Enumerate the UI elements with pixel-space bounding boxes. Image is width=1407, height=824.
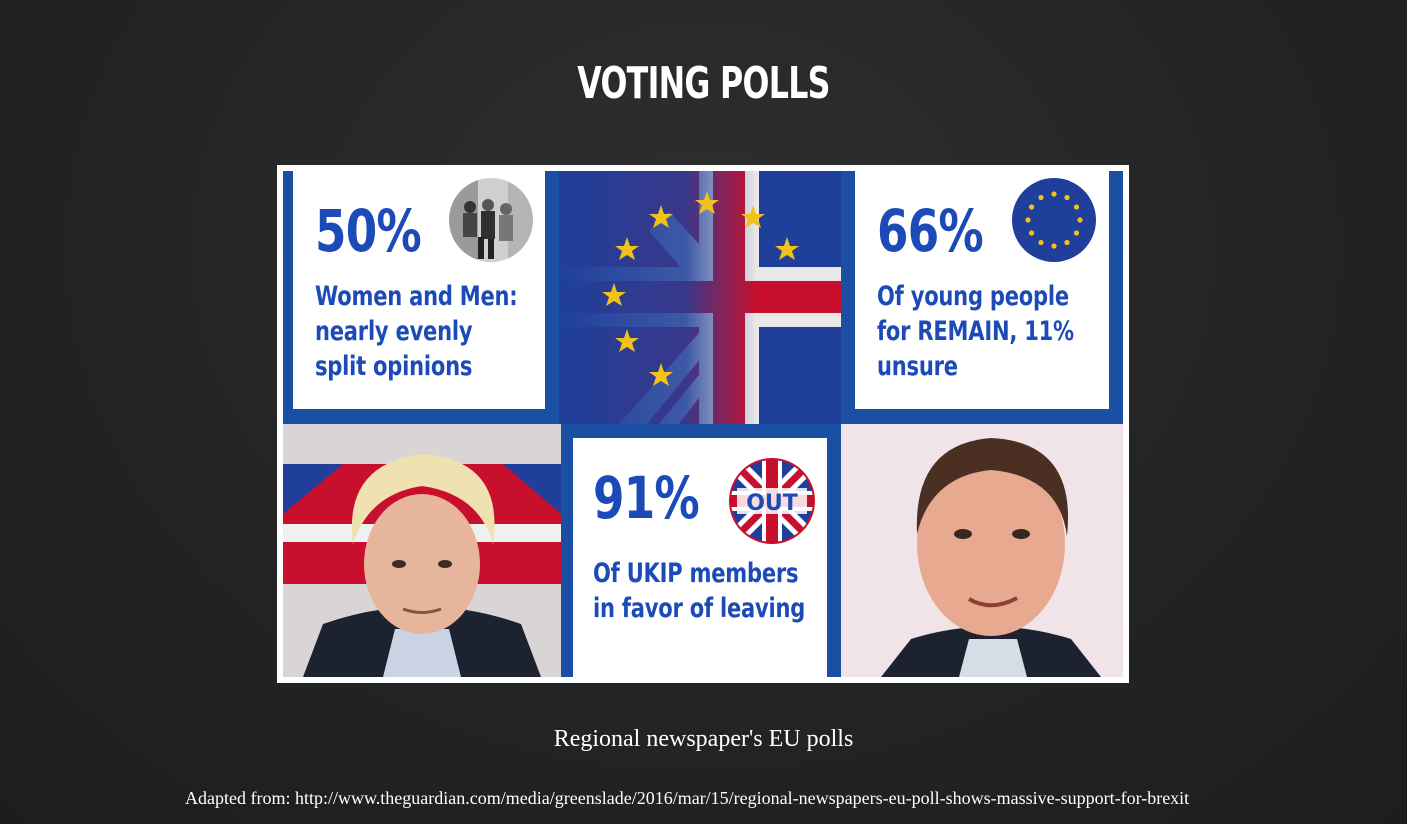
out-union-jack-icon: OUT bbox=[729, 458, 815, 544]
ukip-poll-panel: 91% bbox=[561, 424, 841, 677]
ukip-poll-text: Of UKIP members in favor of leaving bbox=[593, 556, 805, 626]
out-badge-text: OUT bbox=[746, 491, 798, 516]
ukip-poll-value: 91% bbox=[593, 464, 700, 532]
youth-poll-line-2: for REMAIN, 11% bbox=[877, 316, 1074, 347]
slide-title: VOTING POLLS bbox=[577, 58, 830, 109]
gender-poll-text: Women and Men: nearly evenly split opini… bbox=[315, 279, 518, 384]
ukip-poll-line-1: Of UKIP members bbox=[593, 558, 799, 589]
gender-poll-card: 50% bbox=[293, 171, 545, 409]
eu-flag-icon bbox=[1011, 177, 1097, 263]
source-citation: Adapted from: http://www.theguardian.com… bbox=[185, 788, 1190, 808]
gender-poll-line-1: Women and Men: bbox=[315, 281, 518, 312]
youth-poll-line-3: unsure bbox=[877, 351, 958, 382]
youth-poll-line-1: Of young people bbox=[877, 281, 1069, 312]
poll-infographic: 50% bbox=[277, 165, 1129, 683]
left-politician-photo bbox=[283, 424, 561, 677]
gender-poll-value: 50% bbox=[315, 197, 422, 265]
ukip-poll-card: 91% bbox=[573, 438, 827, 677]
right-politician-photo bbox=[841, 424, 1123, 677]
gender-poll-panel: 50% bbox=[283, 171, 559, 424]
youth-poll-value: 66% bbox=[877, 197, 984, 265]
youth-poll-card: 66% bbox=[855, 171, 1109, 409]
youth-poll-panel: 66% bbox=[841, 171, 1123, 424]
youth-poll-text: Of young people for REMAIN, 11% unsure bbox=[877, 279, 1074, 384]
figure-caption: Regional newspaper's EU polls bbox=[553, 726, 854, 752]
gender-poll-line-3: split opinions bbox=[315, 351, 473, 382]
gender-poll-line-2: nearly evenly bbox=[315, 316, 473, 347]
crowd-photo-icon bbox=[448, 177, 534, 263]
ukip-poll-line-2: in favor of leaving bbox=[593, 593, 806, 624]
eu-uk-flag-image bbox=[559, 171, 841, 424]
